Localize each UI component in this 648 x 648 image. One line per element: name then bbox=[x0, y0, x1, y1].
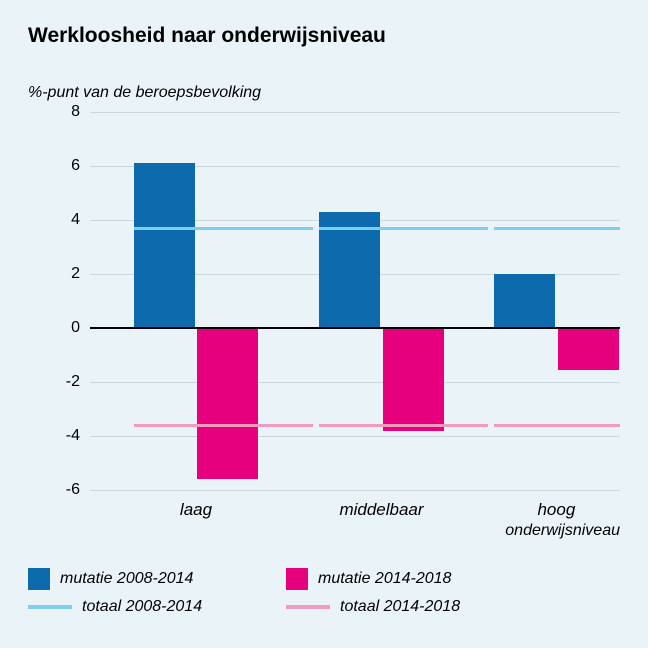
legend-swatch-line bbox=[286, 605, 330, 609]
gridline bbox=[90, 112, 620, 113]
chart-plot-area: -6-4-202468 bbox=[90, 112, 620, 490]
refline-totaal_2014_2018 bbox=[319, 424, 488, 427]
gridline bbox=[90, 490, 620, 491]
bar-mutatie_2014_2018 bbox=[383, 328, 444, 431]
legend-item: totaal 2014-2018 bbox=[286, 598, 460, 616]
y-tick-label: -4 bbox=[34, 427, 80, 445]
legend-label: totaal 2014-2018 bbox=[340, 598, 460, 616]
refline-totaal_2008_2014 bbox=[319, 227, 488, 230]
gridline bbox=[90, 382, 620, 383]
x-tick-label: laag bbox=[180, 500, 212, 520]
legend-label: mutatie 2008-2014 bbox=[60, 570, 193, 588]
y-tick-label: 6 bbox=[34, 157, 80, 175]
gridline bbox=[90, 436, 620, 437]
y-tick-label: 0 bbox=[34, 319, 80, 337]
y-tick-label: 4 bbox=[34, 211, 80, 229]
x-axis-unit-label: onderwijsniveau bbox=[430, 522, 620, 540]
x-tick-label: hoog bbox=[537, 500, 575, 520]
legend-swatch-square bbox=[286, 568, 308, 590]
bar-mutatie_2008_2014 bbox=[494, 274, 555, 328]
y-tick-label: -6 bbox=[34, 481, 80, 499]
y-axis-label: %-punt van de beroepsbevolking bbox=[28, 84, 261, 102]
bar-mutatie_2014_2018 bbox=[197, 328, 258, 479]
legend-swatch-line bbox=[28, 605, 72, 609]
legend-item: mutatie 2014-2018 bbox=[286, 568, 451, 590]
y-tick-label: 8 bbox=[34, 103, 80, 121]
legend-item: totaal 2008-2014 bbox=[28, 598, 202, 616]
bar-mutatie_2014_2018 bbox=[558, 328, 619, 370]
refline-totaal_2008_2014 bbox=[134, 227, 314, 230]
y-tick-label: -2 bbox=[34, 373, 80, 391]
chart-title: Werkloosheid naar onderwijsniveau bbox=[28, 24, 386, 48]
legend-swatch-square bbox=[28, 568, 50, 590]
refline-totaal_2008_2014 bbox=[494, 227, 620, 230]
legend-item: mutatie 2008-2014 bbox=[28, 568, 193, 590]
y-tick-label: 2 bbox=[34, 265, 80, 283]
refline-totaal_2014_2018 bbox=[494, 424, 620, 427]
refline-totaal_2014_2018 bbox=[134, 424, 314, 427]
legend-label: mutatie 2014-2018 bbox=[318, 570, 451, 588]
bar-mutatie_2008_2014 bbox=[134, 163, 195, 328]
zero-line bbox=[90, 327, 620, 329]
x-tick-label: middelbaar bbox=[339, 500, 423, 520]
legend-label: totaal 2008-2014 bbox=[82, 598, 202, 616]
